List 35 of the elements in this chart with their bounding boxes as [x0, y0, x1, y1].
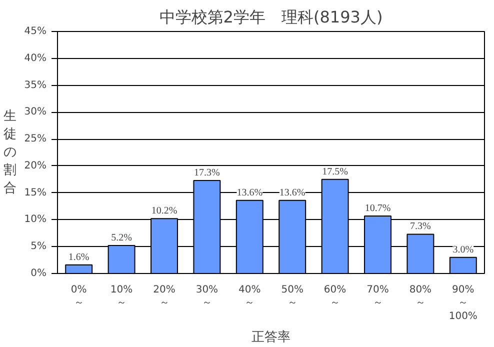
data-label: 17.3% — [194, 167, 220, 178]
y-tick-label: 40% — [24, 52, 47, 64]
data-label: 10.2% — [151, 206, 178, 217]
x-tick-label: 40% ～ — [238, 284, 261, 309]
y-tick-label: 20% — [24, 160, 47, 172]
y-axis-title: 生徒の割合 — [3, 109, 16, 196]
x-axis-title: 正答率 — [252, 328, 290, 345]
x-tick-label: 10% ～ — [110, 284, 133, 309]
x-tick-label: 50% ～ — [281, 284, 304, 309]
bar — [65, 264, 93, 274]
y-tick-label: 0% — [30, 268, 47, 279]
data-label: 7.3% — [410, 221, 431, 232]
x-tick-label: 30% ～ — [196, 284, 218, 309]
x-tick-label: 90% ～ 100% — [448, 284, 478, 322]
data-label: 5.2% — [111, 232, 132, 244]
data-label: 13.6% — [279, 187, 306, 198]
bar — [449, 256, 477, 274]
y-tick-label: 35% — [24, 80, 47, 91]
x-tick-label: 80% ～ — [409, 284, 432, 309]
x-tick-label: 60% ～ — [324, 284, 346, 309]
y-tick-label: 5% — [30, 241, 47, 252]
data-label: 13.6% — [236, 187, 263, 198]
y-tick-label: 25% — [24, 134, 47, 145]
data-label: 17.5% — [322, 166, 348, 178]
data-label: 1.6% — [68, 252, 90, 263]
y-tick-label: 30% — [24, 106, 47, 118]
x-tick-label: 20% ～ — [153, 284, 176, 309]
x-tick-label: 0% ～ — [70, 284, 87, 309]
chart-title: 中学校第2学年 理科(8193人) — [159, 8, 383, 26]
y-tick-label: 15% — [24, 187, 47, 198]
data-label: 10.7% — [364, 202, 391, 214]
y-tick-label: 45% — [24, 26, 47, 37]
y-tick-label: 10% — [24, 214, 47, 226]
data-label: 3.0% — [452, 244, 474, 256]
x-tick-label: 70% ～ — [366, 284, 389, 309]
